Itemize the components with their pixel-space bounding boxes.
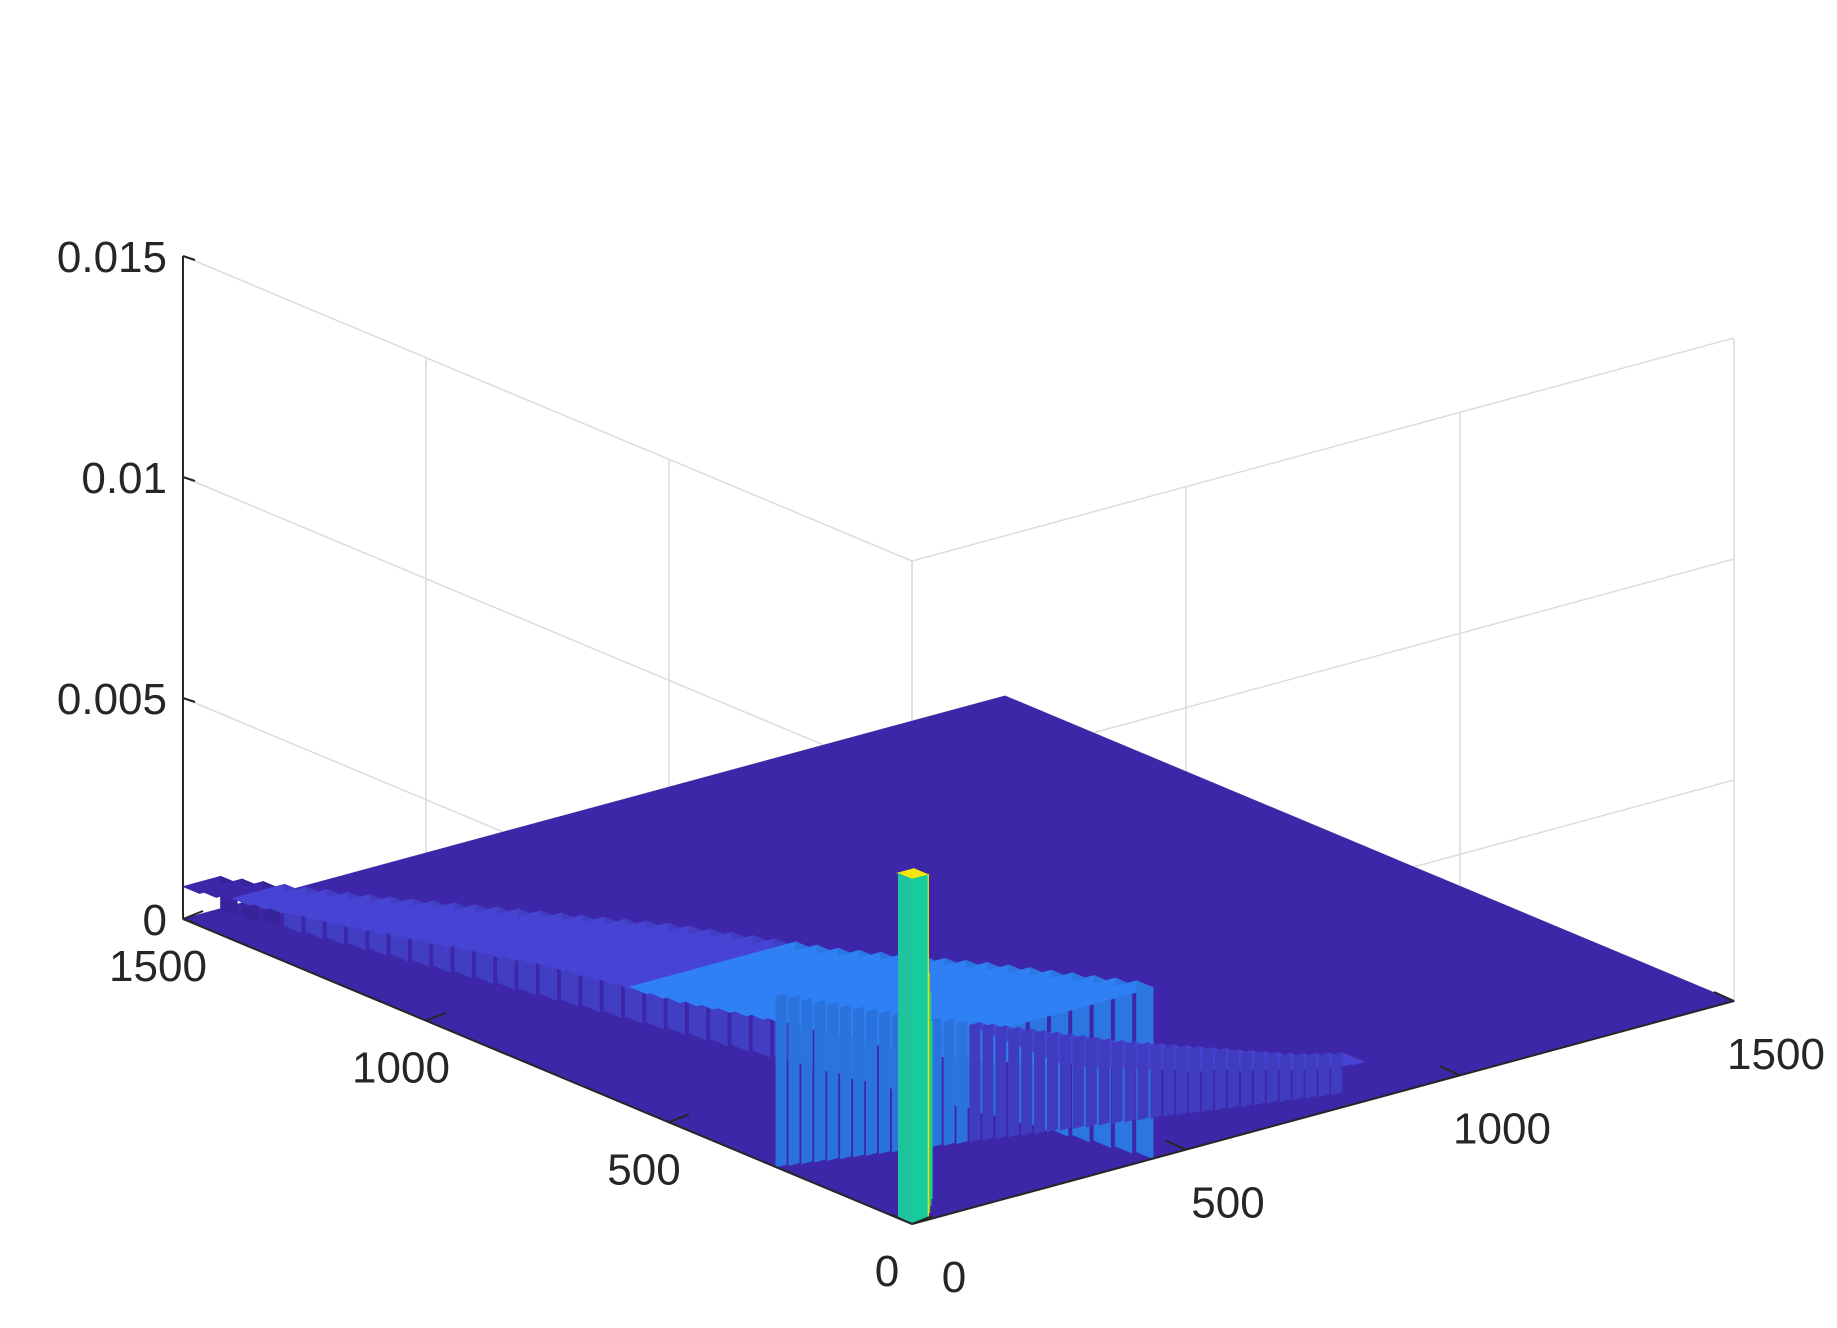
z-tick [182,476,196,482]
y-tick [911,1215,933,1225]
ridge2-slab-front [982,1023,994,1141]
z-tick [182,255,196,261]
ridge2-slab-front [1318,1052,1330,1098]
y-tick [182,910,204,920]
ridge2-slab-front [1202,1046,1214,1113]
axes [182,255,1735,1225]
ridge2-slab-front [943,1018,955,1146]
x-tick-label: 1500 [1727,1030,1825,1079]
ridge2-slab-front [840,1004,852,1160]
ridge2-slab-front [969,1021,981,1143]
y-tick-label: 0 [875,1247,899,1296]
grid-line-z-left [182,476,913,783]
ridge2-slab-front [1137,1042,1149,1121]
y-tick [668,1113,690,1124]
ridge2-slab-front [853,1006,865,1158]
ridge2-slab-front [1098,1038,1110,1126]
z-tick [182,918,196,924]
ridge2-slab-front [814,999,826,1163]
surface-plot [181,695,1736,1225]
ridge2-slab-front [1292,1053,1304,1101]
ridge2-slab-front [1085,1036,1097,1128]
ridge2-slab-front [878,1010,890,1155]
ridge2-slab-front [1176,1044,1188,1116]
ridge2-slab-front [866,1008,878,1156]
ridge2-slab-front [1163,1043,1175,1118]
peak-front-face [911,874,928,1225]
z-tick-label: 0.005 [57,675,167,724]
grid-line-z-right [911,337,1735,562]
y-tick-label: 1000 [352,1044,450,1093]
y-tick-label: 500 [607,1145,680,1194]
ridge2-slab-front [827,1002,839,1161]
x-tick [1439,1065,1461,1077]
ridge2-slab-front [995,1025,1007,1140]
ridge2-slab-front [1240,1049,1252,1108]
ridge2-slab-front [1111,1039,1123,1124]
z-tick-label: 0.015 [57,233,167,282]
ridge2-slab-front [1305,1052,1317,1099]
ridge2-slab-front [1047,1031,1058,1133]
x-tick-label: 1000 [1453,1104,1551,1153]
z-tick [182,697,196,703]
y-tick-label: 1500 [109,942,207,991]
ridge2-slab-front [801,997,813,1165]
ridge2-slab-front [1021,1028,1033,1136]
z-tick-label: 0.01 [81,454,167,503]
ridge2-slab-front [1215,1047,1227,1111]
ridge2-slab-front [956,1020,968,1145]
x-tick [1165,1139,1187,1151]
x-tick-label: 0 [942,1253,966,1302]
ridge2-slab-front [775,993,787,1168]
z-tick-label: 0 [143,896,167,945]
x-tick [891,1214,913,1225]
x-axis-line [911,1000,1735,1225]
peak-side-face [898,872,913,1225]
ridge2-slab-front [1072,1035,1084,1130]
ridge2-slab-front [1008,1026,1020,1138]
ridge2-slab-front [788,995,800,1166]
grid-line-z-left [182,255,913,562]
ridge2-slab-front [1189,1045,1201,1114]
x-tick-label: 500 [1191,1179,1264,1228]
ridge2-slab-front [1331,1051,1343,1096]
ridge2-slab-front [1253,1050,1265,1106]
x-tick [1713,991,1735,1002]
ridge2-slab-front [1266,1051,1278,1104]
ridge2-slab-front [1227,1048,1239,1109]
y-axis-line [182,918,913,1225]
ridge2-slab-front [1034,1030,1046,1135]
ridge2-slab-front [1150,1043,1162,1119]
ridge2-slab-front [1279,1052,1291,1103]
y-tick [425,1011,447,1022]
ridge2-slab-front [1124,1041,1136,1123]
ridge2-slab-front [1059,1033,1071,1131]
